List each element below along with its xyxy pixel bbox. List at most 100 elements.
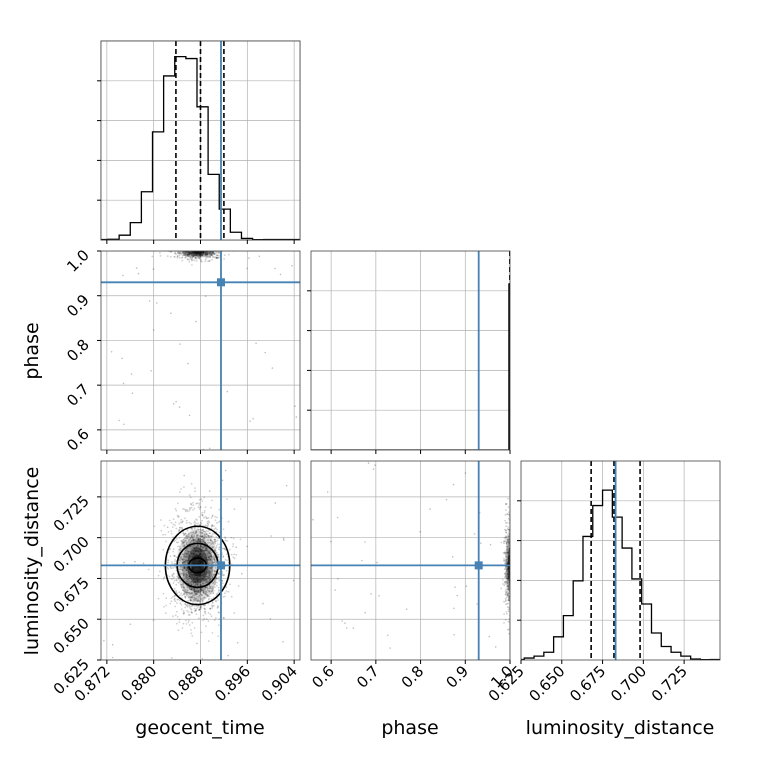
scatter-point: [182, 578, 185, 581]
scatter-point: [510, 530, 512, 532]
scatter-point: [205, 558, 208, 561]
scatter-point: [512, 555, 514, 557]
scatter-point: [507, 539, 509, 542]
scatter-point: [514, 550, 516, 552]
scatter-point: [195, 531, 198, 533]
scatter-point: [190, 534, 193, 536]
panel-phase-vs-luminosity_distance: [310, 460, 519, 664]
scatter-point: [503, 584, 506, 587]
scatter-point: [197, 256, 200, 259]
scatter-point: [194, 597, 196, 599]
scatter-point: [182, 574, 185, 577]
scatter-point: [213, 559, 216, 562]
scatter-point: [504, 572, 507, 574]
scatter-point: [213, 586, 216, 588]
scatter-point: [511, 483, 513, 485]
scatter-point: [517, 558, 519, 560]
scatter-point: [186, 592, 189, 594]
scatter-point: [202, 528, 205, 531]
scatter-point: [232, 556, 235, 559]
scatter-point: [185, 519, 188, 522]
scatter-point: [210, 525, 213, 528]
scatter-point: [179, 252, 181, 254]
scatter-point: [505, 580, 508, 583]
scatter-point: [181, 252, 184, 255]
scatter-point: [198, 498, 201, 501]
scatter-point: [187, 252, 190, 255]
scatter-point: [186, 591, 189, 594]
scatter-point: [147, 568, 150, 571]
scatter-point: [190, 536, 193, 539]
scatter-point: [177, 248, 179, 250]
scatter-point: [507, 538, 509, 541]
scatter-point: [507, 589, 510, 591]
scatter-point: [186, 580, 189, 583]
scatter-point: [213, 561, 216, 564]
scatter-point: [207, 612, 210, 614]
scatter-point: [188, 575, 190, 578]
scatter-point: [177, 516, 180, 519]
scatter-point: [200, 535, 203, 538]
scatter-point: [196, 587, 199, 590]
scatter-point: [193, 600, 196, 603]
scatter-point: [507, 585, 510, 588]
scatter-point: [511, 570, 513, 572]
scatter-point: [190, 599, 193, 602]
scatter-point: [199, 253, 202, 256]
scatter-point: [204, 535, 207, 537]
scatter-point: [212, 592, 215, 595]
panel-border: [310, 250, 511, 451]
scatter-point: [178, 252, 181, 254]
scatter-point: [507, 537, 510, 540]
scatter-point: [504, 513, 507, 516]
scatter-point: [205, 573, 208, 576]
scatter-point: [192, 502, 194, 504]
scatter-point: [189, 598, 192, 601]
scatter-point: [190, 535, 193, 538]
scatter-point: [185, 245, 187, 247]
scatter-point: [511, 551, 513, 553]
scatter-point: [201, 247, 203, 249]
scatter-point: [192, 574, 195, 576]
panel-background: [311, 461, 510, 660]
scatter-point: [200, 631, 203, 634]
scatter-point: [217, 248, 219, 250]
panel-phase-hist: [307, 250, 511, 454]
scatter-point: [176, 255, 179, 258]
scatter-point: [205, 253, 207, 256]
scatter-point: [230, 536, 233, 539]
scatter-point: [211, 248, 213, 250]
scatter-point: [512, 570, 514, 572]
scatter-point: [204, 548, 207, 550]
scatter-point: [184, 591, 186, 593]
scatter-point: [213, 253, 216, 256]
scatter-point: [190, 253, 193, 255]
scatter-point: [206, 586, 209, 589]
scatter-point: [207, 256, 210, 258]
scatter-point: [508, 551, 510, 554]
scatter-point: [194, 487, 196, 489]
scatter-point: [510, 532, 512, 534]
scatter-point: [188, 576, 191, 579]
scatter-point: [513, 540, 515, 542]
scatter-point: [505, 558, 508, 561]
scatter-point: [162, 533, 164, 536]
scatter-point: [188, 592, 191, 594]
scatter-point: [199, 578, 201, 581]
scatter-point: [193, 584, 195, 586]
scatter-point: [191, 527, 193, 530]
scatter-point: [208, 566, 210, 569]
scatter-point: [205, 559, 208, 562]
scatter-point: [214, 578, 217, 581]
scatter-point: [211, 499, 213, 502]
scatter-point: [504, 597, 507, 600]
scatter-point: [183, 561, 186, 563]
scatter-point: [511, 602, 513, 604]
scatter-point: [193, 532, 196, 535]
scatter-point: [174, 252, 176, 254]
scatter-point: [198, 548, 201, 550]
scatter-point: [190, 573, 193, 575]
scatter-point: [196, 593, 199, 596]
scatter-point: [211, 605, 214, 608]
scatter-point: [178, 248, 180, 250]
